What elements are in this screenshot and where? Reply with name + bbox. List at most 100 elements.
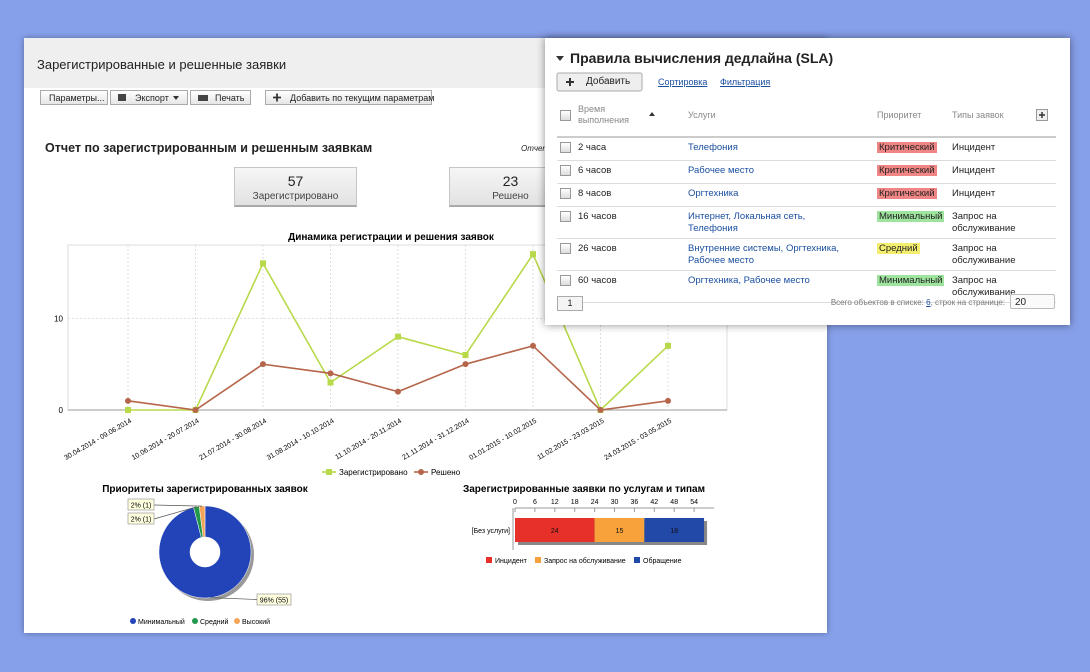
services-link[interactable]: Телефония xyxy=(688,142,738,153)
page-button[interactable]: 1 xyxy=(557,296,583,311)
x-tick-label: 24.03.2015 - 03.05.2015 xyxy=(603,418,673,462)
legend-label: Средний xyxy=(200,618,229,626)
y-tick-label: [Без услуги] xyxy=(472,528,510,535)
table-row: 60 часов Оргтехника, Рабочее место Минимал… xyxy=(557,270,1056,303)
x-tick-label: 24 xyxy=(591,499,599,506)
legend-marker xyxy=(130,618,136,624)
time-cell: 8 часов xyxy=(578,183,688,207)
point xyxy=(530,251,536,258)
table-row: 16 часов Интернет, Локальная сеть, Телефо… xyxy=(557,206,1056,239)
sort-icon xyxy=(649,112,655,116)
services-cell: Оргтехника xyxy=(688,183,877,207)
add-button-bg[interactable] xyxy=(556,72,643,92)
priority-badge: Критический xyxy=(877,188,937,199)
header-add[interactable] xyxy=(1036,104,1056,138)
checkbox[interactable] xyxy=(560,275,571,286)
export-label: Экспорт xyxy=(135,93,169,103)
kpi-label: Решено xyxy=(492,191,529,202)
checkbox[interactable] xyxy=(560,110,571,121)
chart-title: Динамика регистрации и решения заявок xyxy=(288,232,495,243)
point xyxy=(665,342,671,349)
priority-cell: Критический xyxy=(877,137,952,161)
time-cell: 60 часов xyxy=(578,270,688,303)
services-link[interactable]: Внутренние системы, Оргтехника, Рабочее … xyxy=(688,243,839,266)
checkbox[interactable] xyxy=(560,211,571,222)
services-link[interactable]: Оргтехника, Рабочее место xyxy=(688,275,810,286)
column-label: Услуги xyxy=(688,110,716,120)
header-row: Время выполнения Услуги Приоритет Типы з… xyxy=(557,104,1056,138)
services-link[interactable]: Интернет, Локальная сеть, Телефония xyxy=(688,211,806,234)
plus-icon xyxy=(273,93,281,102)
x-tick-label: 12 xyxy=(551,499,559,506)
plus-icon xyxy=(566,78,574,86)
x-tick-label: 30 xyxy=(611,499,619,506)
spacer-cell xyxy=(1036,238,1056,271)
total-label: Всего объектов в списке: xyxy=(830,298,924,307)
services-link[interactable]: Оргтехника xyxy=(688,188,739,199)
bar-segment xyxy=(644,518,705,542)
services-cell: Оргтехника, Рабочее место xyxy=(688,270,877,303)
point xyxy=(125,397,131,404)
add-column-icon[interactable] xyxy=(1036,109,1048,121)
header-checkbox xyxy=(557,104,578,138)
kpi-value: 23 xyxy=(502,173,519,189)
legend-marker xyxy=(634,557,640,563)
bar-segment xyxy=(515,518,595,542)
checkbox[interactable] xyxy=(560,142,571,153)
point xyxy=(260,361,266,368)
point xyxy=(462,352,469,358)
table-row: 26 часов Внутренние системы, Оргтехника, … xyxy=(557,238,1056,271)
print-button[interactable]: Печать xyxy=(190,90,251,105)
add-params-button[interactable]: Добавить по текущим параметрам xyxy=(265,90,435,105)
legend-label: Решено xyxy=(431,468,461,477)
point xyxy=(192,407,199,413)
header-cell[interactable]: Приоритет xyxy=(877,104,952,138)
types-cell: Инцидент xyxy=(952,183,1036,207)
column-label: Приоритет xyxy=(877,110,922,120)
point xyxy=(125,407,131,413)
filter-link[interactable]: Фильтрация xyxy=(720,77,771,87)
data-label-box xyxy=(256,593,292,606)
x-tick-label: 48 xyxy=(670,499,678,506)
collapse-icon xyxy=(556,56,564,61)
header-cell[interactable]: Время выполнения xyxy=(578,104,688,138)
spacer-cell xyxy=(1036,137,1056,161)
export-icon xyxy=(118,94,126,101)
checkbox[interactable] xyxy=(560,243,571,254)
priority-badge: Минимальный xyxy=(877,275,945,286)
legend-marker xyxy=(535,557,541,563)
total-value[interactable]: 6 xyxy=(926,298,931,307)
header-cell[interactable]: Услуги xyxy=(688,104,877,138)
x-tick-label: 18 xyxy=(571,499,579,506)
y-tick-label: 10 xyxy=(54,314,63,323)
checkbox-cell xyxy=(557,238,578,271)
sla-table: Время выполнения Услуги Приоритет Типы з… xyxy=(557,104,1056,303)
sort-link[interactable]: Сортировка xyxy=(658,77,708,87)
x-tick-label: 21.11.2014 - 31.12.2014 xyxy=(401,418,470,462)
charts: Динамика регистрации и решения заявок010… xyxy=(54,232,728,626)
checkbox[interactable] xyxy=(560,188,571,199)
priority-cell: Минимальный xyxy=(877,270,952,303)
x-tick-label: 36 xyxy=(631,499,639,506)
params-button[interactable]: Параметры... xyxy=(40,90,108,105)
table-row: 8 часов Оргтехника Критический Инцидент xyxy=(557,183,1056,207)
export-button[interactable]: Экспорт xyxy=(110,90,188,105)
services-link[interactable]: Рабочее место xyxy=(688,165,755,176)
checkbox[interactable] xyxy=(560,165,571,176)
legend-marker xyxy=(486,557,492,563)
add-params-label: Добавить по текущим параметрам xyxy=(290,93,435,103)
x-tick-label: 01.01.2015 - 10.02.2015 xyxy=(468,418,538,462)
add-button-label[interactable]: Добавить xyxy=(586,76,631,87)
header-cell[interactable]: Типы заявок xyxy=(952,104,1036,138)
types-cell: Запрос на обслуживание xyxy=(952,238,1036,271)
legend-marker xyxy=(418,469,424,475)
point xyxy=(327,379,334,386)
point xyxy=(462,361,469,368)
time-cell: 6 часов xyxy=(578,160,688,184)
checkbox-cell xyxy=(557,183,578,207)
time-cell: 2 часа xyxy=(578,137,688,161)
spacer-cell xyxy=(1036,206,1056,239)
priority-cell: Критический xyxy=(877,160,952,184)
per-page-select[interactable]: 20 xyxy=(1010,294,1055,309)
